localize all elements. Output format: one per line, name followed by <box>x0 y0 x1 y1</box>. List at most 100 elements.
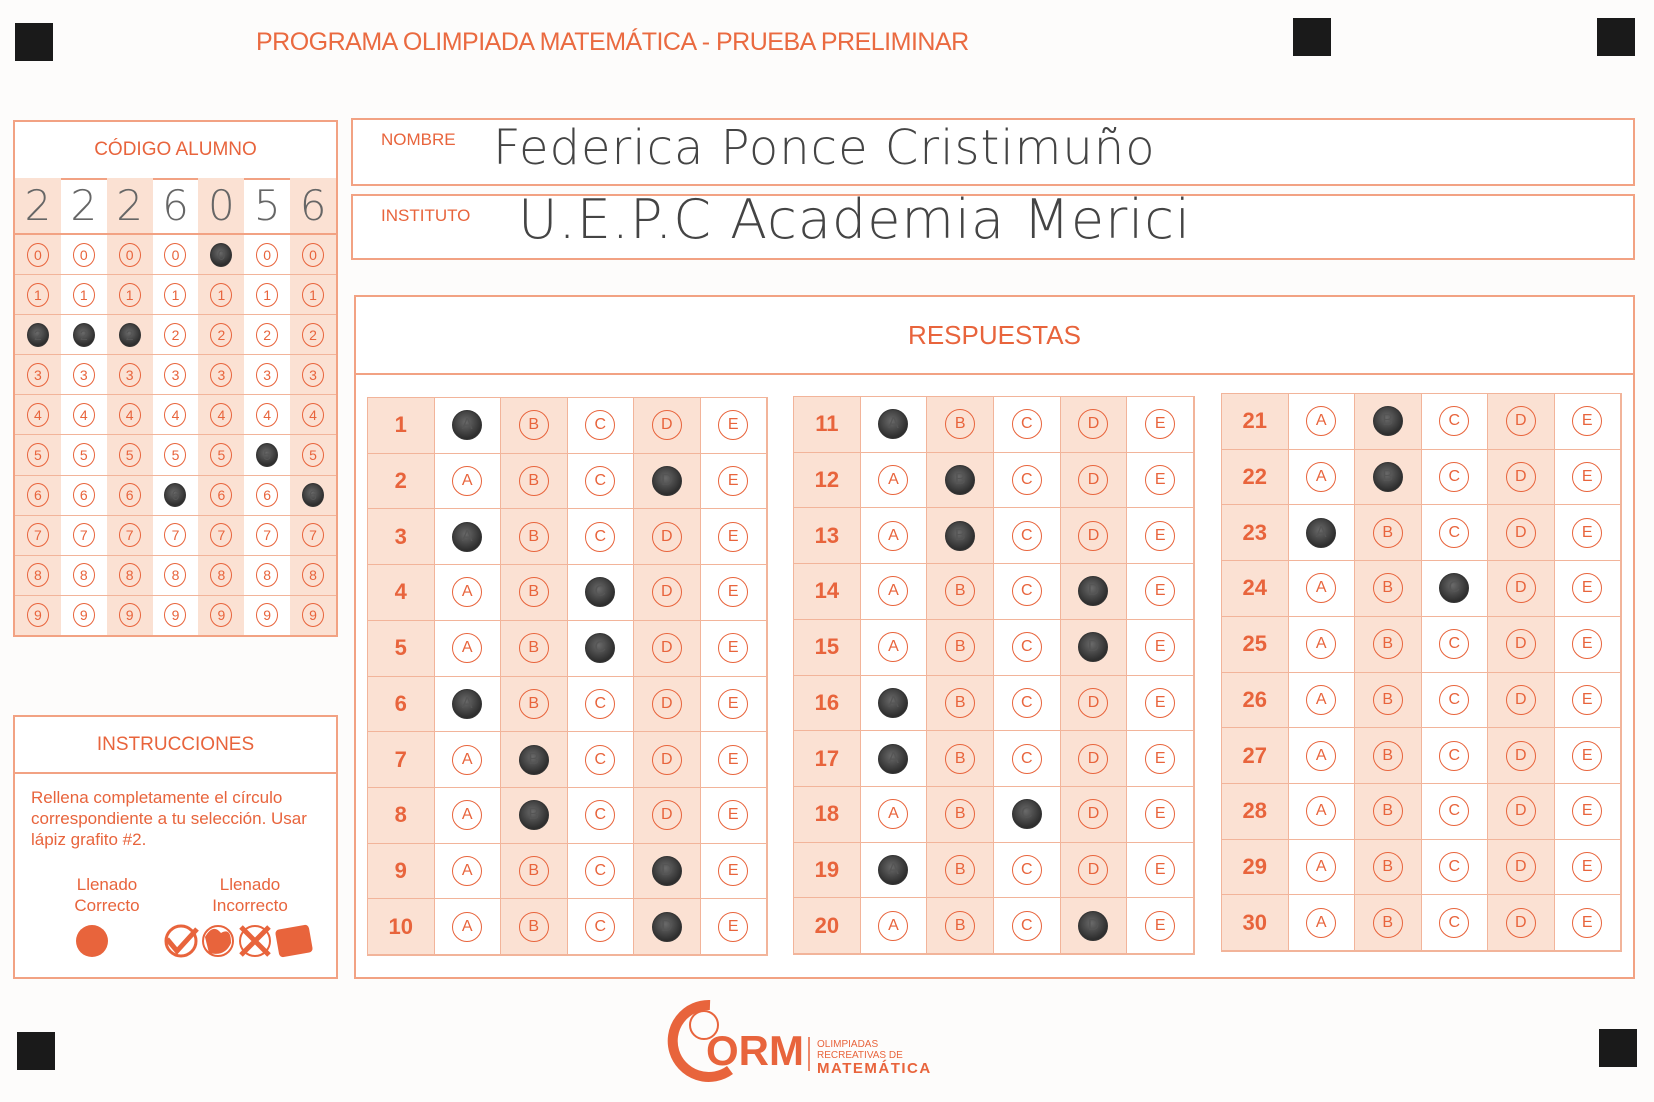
answer-bubble-c[interactable]: C <box>1439 907 1470 938</box>
answer-bubble-d[interactable]: D <box>1078 465 1109 496</box>
answer-bubble-e[interactable]: E <box>718 521 749 552</box>
answer-bubble-d[interactable]: D <box>1078 854 1109 885</box>
code-bubble-0[interactable]: 0 <box>118 242 141 267</box>
answer-bubble-c[interactable]: C <box>1011 409 1042 440</box>
code-bubble-2[interactable]: 2 <box>302 322 325 347</box>
answer-bubble-a[interactable]: A <box>878 910 909 941</box>
answer-bubble-a[interactable]: A <box>878 520 909 551</box>
answer-bubble-e[interactable]: E <box>718 855 749 886</box>
answer-bubble-d[interactable]: D <box>651 577 682 608</box>
answer-bubble-b[interactable]: B <box>518 911 549 942</box>
answer-bubble-c[interactable]: C <box>585 688 616 719</box>
code-bubble-6[interactable]: 6 <box>164 483 187 508</box>
answer-bubble-d[interactable]: D <box>1078 520 1109 551</box>
code-bubble-7[interactable]: 7 <box>164 523 187 548</box>
answer-bubble-c[interactable]: C <box>1011 743 1042 774</box>
code-bubble-1[interactable]: 1 <box>164 282 187 307</box>
answer-bubble-e[interactable]: E <box>718 633 749 664</box>
answer-bubble-c[interactable]: C <box>1439 629 1470 660</box>
code-bubble-1[interactable]: 1 <box>210 282 233 307</box>
answer-bubble-b[interactable]: B <box>518 800 549 831</box>
code-bubble-3[interactable]: 3 <box>26 362 49 387</box>
answer-bubble-c[interactable]: C <box>1011 576 1042 607</box>
answer-bubble-e[interactable]: E <box>718 410 749 441</box>
answer-bubble-a[interactable]: A <box>1306 796 1337 827</box>
answer-bubble-e[interactable]: E <box>1145 743 1176 774</box>
answer-bubble-d[interactable]: D <box>1078 743 1109 774</box>
answer-bubble-b[interactable]: B <box>945 910 976 941</box>
answer-bubble-a[interactable]: A <box>878 854 909 885</box>
code-bubble-5[interactable]: 5 <box>118 443 141 468</box>
code-bubble-8[interactable]: 8 <box>210 563 233 588</box>
code-bubble-9[interactable]: 9 <box>118 603 141 628</box>
answer-bubble-d[interactable]: D <box>651 633 682 664</box>
code-bubble-9[interactable]: 9 <box>26 603 49 628</box>
answer-bubble-b[interactable]: B <box>1372 629 1403 660</box>
answer-bubble-b[interactable]: B <box>518 633 549 664</box>
answer-bubble-b[interactable]: B <box>945 799 976 830</box>
code-bubble-8[interactable]: 8 <box>72 563 95 588</box>
instituto-field[interactable]: INSTITUTO U.E.P.C Academia Merici <box>351 188 1635 260</box>
answer-bubble-b[interactable]: B <box>945 687 976 718</box>
answer-bubble-b[interactable]: B <box>945 854 976 885</box>
answer-bubble-e[interactable]: E <box>1145 632 1176 663</box>
answer-bubble-d[interactable]: D <box>1505 462 1536 493</box>
code-bubble-3[interactable]: 3 <box>72 362 95 387</box>
answer-bubble-b[interactable]: B <box>518 744 549 775</box>
answer-bubble-e[interactable]: E <box>718 466 749 497</box>
answer-bubble-a[interactable]: A <box>878 632 909 663</box>
answer-bubble-a[interactable]: A <box>878 799 909 830</box>
answer-bubble-e[interactable]: E <box>1145 799 1176 830</box>
answer-bubble-e[interactable]: E <box>1145 910 1176 941</box>
answer-bubble-c[interactable]: C <box>1439 462 1470 493</box>
code-bubble-6[interactable]: 6 <box>72 483 95 508</box>
answer-bubble-b[interactable]: B <box>1372 684 1403 715</box>
answer-bubble-b[interactable]: B <box>518 855 549 886</box>
answer-bubble-c[interactable]: C <box>1011 799 1042 830</box>
answer-bubble-c[interactable]: C <box>1011 520 1042 551</box>
code-bubble-4[interactable]: 4 <box>118 402 141 427</box>
answer-bubble-e[interactable]: E <box>1572 851 1603 882</box>
code-bubble-0[interactable]: 0 <box>72 242 95 267</box>
answer-bubble-d[interactable]: D <box>1505 907 1536 938</box>
answer-bubble-a[interactable]: A <box>452 855 483 886</box>
answer-bubble-d[interactable]: D <box>651 800 682 831</box>
answer-bubble-e[interactable]: E <box>1572 406 1603 437</box>
code-bubble-7[interactable]: 7 <box>26 523 49 548</box>
code-bubble-7[interactable]: 7 <box>118 523 141 548</box>
code-bubble-0[interactable]: 0 <box>210 242 233 267</box>
code-bubble-0[interactable]: 0 <box>26 242 49 267</box>
code-bubble-6[interactable]: 6 <box>256 483 279 508</box>
answer-bubble-d[interactable]: D <box>1078 687 1109 718</box>
answer-bubble-c[interactable]: C <box>1011 632 1042 663</box>
answer-bubble-e[interactable]: E <box>1572 462 1603 493</box>
answer-bubble-a[interactable]: A <box>1306 406 1337 437</box>
code-bubble-4[interactable]: 4 <box>26 402 49 427</box>
answer-bubble-b[interactable]: B <box>1372 851 1403 882</box>
answer-bubble-c[interactable]: C <box>1011 854 1042 885</box>
answer-bubble-b[interactable]: B <box>945 743 976 774</box>
answer-bubble-e[interactable]: E <box>1572 907 1603 938</box>
code-bubble-5[interactable]: 5 <box>72 443 95 468</box>
answer-bubble-d[interactable]: D <box>1505 573 1536 604</box>
code-bubble-4[interactable]: 4 <box>164 402 187 427</box>
answer-bubble-e[interactable]: E <box>718 577 749 608</box>
answer-bubble-c[interactable]: C <box>585 855 616 886</box>
code-bubble-5[interactable]: 5 <box>210 443 233 468</box>
code-bubble-7[interactable]: 7 <box>302 523 325 548</box>
answer-bubble-e[interactable]: E <box>1145 687 1176 718</box>
answer-bubble-a[interactable]: A <box>452 688 483 719</box>
code-bubble-3[interactable]: 3 <box>302 362 325 387</box>
answer-bubble-b[interactable]: B <box>1372 573 1403 604</box>
code-bubble-2[interactable]: 2 <box>210 322 233 347</box>
answer-bubble-e[interactable]: E <box>1572 517 1603 548</box>
answer-bubble-e[interactable]: E <box>1572 684 1603 715</box>
answer-bubble-b[interactable]: B <box>945 520 976 551</box>
answer-bubble-c[interactable]: C <box>585 800 616 831</box>
code-bubble-3[interactable]: 3 <box>164 362 187 387</box>
code-bubble-7[interactable]: 7 <box>256 523 279 548</box>
code-bubble-9[interactable]: 9 <box>210 603 233 628</box>
answer-bubble-d[interactable]: D <box>1505 740 1536 771</box>
code-bubble-1[interactable]: 1 <box>118 282 141 307</box>
answer-bubble-e[interactable]: E <box>718 911 749 942</box>
